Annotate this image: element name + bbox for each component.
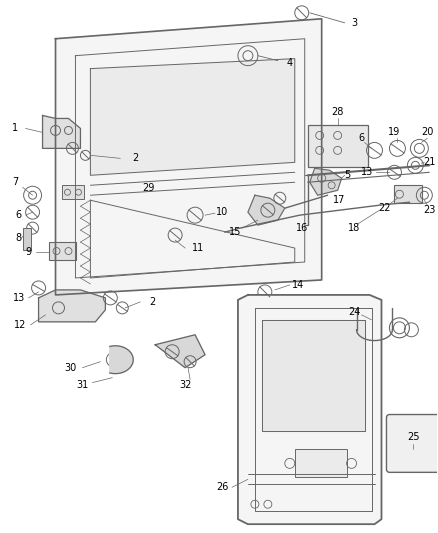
Text: 2: 2: [149, 297, 155, 307]
Text: 24: 24: [348, 307, 361, 317]
Polygon shape: [90, 59, 295, 175]
Polygon shape: [310, 168, 342, 195]
Text: 6: 6: [358, 133, 364, 143]
Text: 31: 31: [76, 379, 88, 390]
Text: 25: 25: [407, 432, 420, 442]
Text: 10: 10: [216, 207, 228, 217]
Text: 19: 19: [389, 127, 401, 138]
Text: 18: 18: [349, 223, 361, 233]
Text: 7: 7: [13, 177, 19, 187]
Text: 32: 32: [179, 379, 191, 390]
Bar: [308, 125, 367, 167]
Text: 26: 26: [216, 482, 228, 492]
Text: 16: 16: [296, 223, 308, 233]
Polygon shape: [262, 320, 364, 432]
Polygon shape: [56, 19, 321, 295]
Bar: [63, 185, 85, 199]
Polygon shape: [39, 290, 106, 322]
Polygon shape: [155, 335, 205, 368]
Text: 11: 11: [192, 243, 204, 253]
Bar: [395, 185, 422, 203]
FancyBboxPatch shape: [386, 415, 438, 472]
Text: 4: 4: [287, 58, 293, 68]
Text: 22: 22: [378, 203, 391, 213]
Polygon shape: [110, 346, 133, 374]
Text: 13: 13: [361, 167, 374, 177]
Text: 2: 2: [132, 154, 138, 163]
Text: 14: 14: [292, 280, 304, 290]
Bar: [23, 228, 31, 250]
Text: 13: 13: [13, 293, 25, 303]
Polygon shape: [238, 295, 381, 524]
Text: 3: 3: [352, 18, 358, 28]
Text: 29: 29: [142, 183, 155, 193]
Text: 20: 20: [421, 127, 434, 138]
Text: 9: 9: [25, 247, 32, 257]
Polygon shape: [42, 116, 81, 148]
Bar: [49, 242, 77, 260]
Bar: [295, 449, 346, 478]
Text: 21: 21: [423, 157, 435, 167]
Text: 17: 17: [333, 195, 346, 205]
Text: 15: 15: [229, 227, 241, 237]
Text: 28: 28: [332, 108, 344, 117]
Polygon shape: [248, 195, 285, 225]
Text: 6: 6: [16, 210, 22, 220]
Text: 8: 8: [16, 233, 22, 243]
Text: 1: 1: [11, 124, 18, 133]
Text: 12: 12: [14, 320, 27, 330]
Text: 23: 23: [423, 205, 435, 215]
Text: 5: 5: [344, 170, 351, 180]
Text: 30: 30: [64, 362, 77, 373]
